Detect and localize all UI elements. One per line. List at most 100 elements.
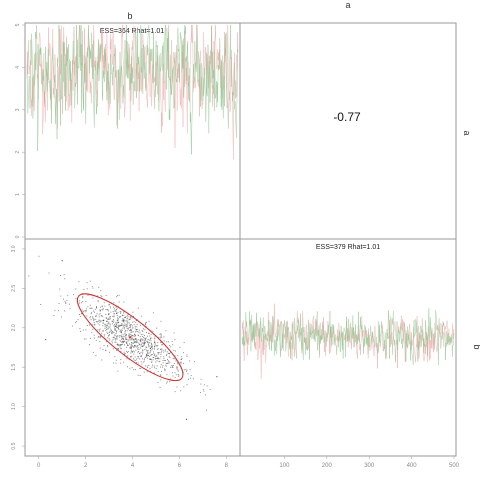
scatter-point xyxy=(119,325,121,327)
scatter-point xyxy=(117,317,118,319)
scatter-point xyxy=(150,359,152,361)
scatter-point xyxy=(141,346,143,348)
scatter-point xyxy=(99,324,101,326)
scatter-point xyxy=(131,336,133,338)
scatter-point xyxy=(171,341,173,342)
scatter-point xyxy=(86,288,88,290)
scatter-point xyxy=(117,321,119,323)
scatter-point xyxy=(113,325,115,327)
scatter-point xyxy=(164,360,166,362)
scatter-point xyxy=(132,339,134,341)
scatter-point xyxy=(114,322,116,324)
scatter-point xyxy=(161,348,163,350)
scatter-point xyxy=(168,361,170,363)
scatter-point xyxy=(146,371,148,373)
scatter-point xyxy=(132,321,134,323)
scatter-point xyxy=(115,359,117,361)
scatter-point xyxy=(105,338,107,340)
scatter-point xyxy=(187,373,189,375)
scatter-point xyxy=(116,348,118,350)
scatter-point xyxy=(145,322,147,324)
scatter-point xyxy=(135,358,137,360)
scatter-point xyxy=(108,351,110,353)
scatter-point xyxy=(93,319,95,321)
scatter-point xyxy=(119,316,121,318)
scatter-point xyxy=(130,334,132,336)
scatter-point xyxy=(132,342,134,344)
scatter-point xyxy=(58,302,60,304)
scatter-point xyxy=(143,358,145,360)
scatter-point xyxy=(117,327,119,329)
scatter-point xyxy=(167,358,169,360)
scatter-point xyxy=(188,378,190,380)
scatter-point xyxy=(108,313,110,315)
scatter-point xyxy=(154,341,156,343)
scatter-point xyxy=(150,354,152,356)
scatter-point xyxy=(121,324,123,326)
scatter-point xyxy=(123,327,125,329)
scatter-point xyxy=(82,296,84,298)
scatter-point xyxy=(132,311,134,313)
scatter-point xyxy=(113,313,115,315)
scatter-point xyxy=(108,331,110,333)
scatter-point xyxy=(169,345,171,347)
scatter-point xyxy=(123,344,125,346)
scatter-point xyxy=(146,354,148,356)
scatter-point xyxy=(118,324,120,326)
scatter-point xyxy=(153,348,155,350)
scatter-point xyxy=(66,299,68,301)
scatter-point xyxy=(137,374,139,376)
scatter-point xyxy=(114,334,116,336)
scatter-point xyxy=(156,365,158,367)
scatter-point xyxy=(200,378,202,380)
scatter-point xyxy=(115,332,117,334)
scatter-point xyxy=(126,330,128,332)
scatter-point xyxy=(151,343,153,345)
scatter-point xyxy=(181,356,183,358)
scatter-point xyxy=(78,302,80,304)
scatter-point xyxy=(113,306,115,308)
scatter-point xyxy=(139,355,141,357)
scatter-point xyxy=(40,304,42,305)
scatter-point xyxy=(177,363,179,365)
scatter-point xyxy=(113,332,115,334)
scatter-point xyxy=(168,362,170,364)
scatter-point xyxy=(133,324,135,326)
scatter-point xyxy=(124,353,126,355)
scatter-point xyxy=(107,327,109,329)
scatter-point xyxy=(85,308,87,310)
scatter-point xyxy=(122,325,124,327)
scatter-point xyxy=(129,319,131,321)
scatter-point xyxy=(105,294,107,296)
scatter-point xyxy=(112,318,114,320)
scatter-point xyxy=(136,362,138,364)
scatter-point xyxy=(91,307,93,309)
scatter-point xyxy=(132,350,134,352)
scatter-point xyxy=(102,349,104,351)
scatter-point xyxy=(112,331,114,333)
scatter-point xyxy=(85,338,87,340)
scatter-point xyxy=(157,358,159,360)
scatter-point xyxy=(166,382,168,384)
scatter-point xyxy=(118,344,120,346)
scatter-point xyxy=(121,323,123,325)
scatter-point xyxy=(146,355,148,357)
scatter-point xyxy=(111,342,113,344)
scatter-point xyxy=(177,354,179,356)
scatter-point xyxy=(154,338,156,340)
scatter-point xyxy=(107,308,109,310)
scatter-point xyxy=(82,311,84,313)
scatter-point xyxy=(118,322,120,324)
scatter-point xyxy=(130,339,132,341)
scatter-point xyxy=(71,325,73,327)
scatter-point xyxy=(114,327,116,329)
scatter-point xyxy=(128,336,130,338)
scatter-point xyxy=(142,350,144,352)
scatter-point xyxy=(146,340,148,342)
scatter-point xyxy=(147,335,149,337)
scatter-point xyxy=(99,335,101,337)
scatter-point xyxy=(135,349,137,351)
scatter-ytick-label: 0.5 xyxy=(11,442,17,449)
scatter-point xyxy=(95,314,97,316)
scatter-point xyxy=(126,317,128,319)
